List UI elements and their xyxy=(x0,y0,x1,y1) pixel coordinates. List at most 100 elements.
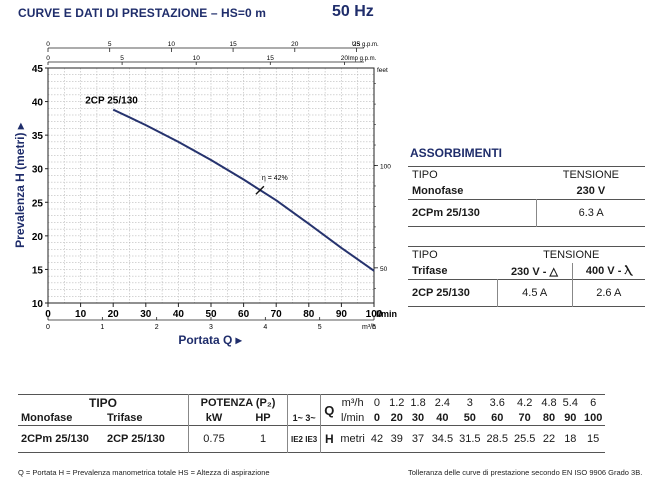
y-tick-label: 20 xyxy=(32,232,44,243)
metri-label: metri xyxy=(340,433,365,445)
m3h-tick-label: 4 xyxy=(263,324,267,331)
m3h-val: 5.4 xyxy=(562,396,578,409)
feet-unit-label: feet xyxy=(377,67,388,74)
x-tick-label: 50 xyxy=(205,309,217,320)
voltage-230: 230 V - △ xyxy=(510,265,558,278)
h-val: 25.5 xyxy=(513,433,536,445)
efficiency-marker xyxy=(255,185,265,195)
footer-legend: Q = Portata H = Prevalenza manometrica t… xyxy=(18,468,270,477)
m3h-tick-label: 6 xyxy=(372,324,376,331)
h-val: 28.5 xyxy=(486,433,508,445)
h-val: 37 xyxy=(411,433,425,445)
m3h-val: 2.4 xyxy=(434,396,451,409)
model-name: 2CP 25/130 xyxy=(412,287,470,299)
h-val: 42 xyxy=(370,433,384,445)
voltage-400: 400 V - Ⲗ xyxy=(571,263,645,280)
lmin-val: 100 xyxy=(583,411,603,424)
m3h-tick-label: 2 xyxy=(155,324,159,331)
lmin-val: 30 xyxy=(411,411,425,424)
model-mono: 2CPm 25/130 xyxy=(21,433,89,445)
m3h-val: 3.6 xyxy=(489,396,505,409)
x-tick-label: 0 xyxy=(45,309,51,320)
feet-tick-label: 50 xyxy=(380,266,388,273)
tipo-label: TIPO xyxy=(412,249,438,261)
y-tick-label: 40 xyxy=(32,98,44,109)
current-value: 6.3 A xyxy=(536,199,645,227)
x-tick-label: 20 xyxy=(108,309,120,320)
assorbimenti-title: ASSORBIMENTI xyxy=(410,146,503,160)
current-230: 4.5 A xyxy=(496,279,573,307)
tri-absorption-table: TIPO TENSIONE Trifase 230 V - △ 400 V - … xyxy=(408,246,645,307)
model-tri: 2CP 25/130 xyxy=(107,433,165,445)
feet-tick-label: 100 xyxy=(380,163,391,170)
lmin-val: 40 xyxy=(436,411,449,424)
y-tick-label: 15 xyxy=(32,265,44,276)
h-val: 31.5 xyxy=(459,433,481,445)
lmin-val: 60 xyxy=(491,411,504,424)
monofase-header: Monofase xyxy=(21,411,73,424)
ie-mono: IE2 xyxy=(291,434,304,444)
tensione-label: TENSIONE xyxy=(543,249,600,261)
page-title: CURVE E DATI DI PRESTAZIONE – HS=0 m xyxy=(18,6,266,20)
imp-tick-label: 15 xyxy=(267,55,275,62)
h-val: 22 xyxy=(542,433,556,445)
hp-header: HP xyxy=(255,411,271,424)
performance-table: TIPO POTENZA (P₂) Q m³/h 0 1.2 1.8 2.4 3… xyxy=(18,394,606,453)
h-val: 15 xyxy=(587,433,600,445)
us-tick-label: 25 xyxy=(353,41,361,48)
x-tick-label: 30 xyxy=(140,309,152,320)
x-tick-label: 100 xyxy=(366,309,383,320)
lmin-label: l/min xyxy=(341,411,365,424)
us-tick-label: 20 xyxy=(291,41,299,48)
m3h-tick-label: 1 xyxy=(100,324,104,331)
m3h-val: 6 xyxy=(590,396,597,409)
x-tick-label: 80 xyxy=(303,309,315,320)
kw-value: 0.75 xyxy=(188,425,239,453)
us-tick-label: 10 xyxy=(168,41,176,48)
us-tick-label: 0 xyxy=(46,41,50,48)
x-tick-label: 40 xyxy=(173,309,185,320)
m3h-val: 1.8 xyxy=(410,396,426,409)
x-unit-label: l/min xyxy=(376,309,397,319)
frequency-label: 50 Hz xyxy=(332,3,374,20)
imp-unit-label: Imp g.p.m. xyxy=(348,56,377,62)
lmin-val: 90 xyxy=(564,411,577,424)
type-name: Trifase xyxy=(412,265,448,277)
kw-header: kW xyxy=(188,410,239,426)
us-unit-label: US g.p.m. xyxy=(352,42,379,48)
lmin-val: 80 xyxy=(542,411,556,424)
imp-tick-label: 10 xyxy=(193,55,201,62)
mono-absorption-table: TIPO TENSIONE Monofase 230 V 2CPm 25/130… xyxy=(408,166,645,227)
curve-label: 2CP 25/130 xyxy=(85,96,138,107)
us-tick-label: 5 xyxy=(108,41,112,48)
h-val: 18 xyxy=(564,433,577,445)
imp-tick-label: 5 xyxy=(120,55,124,62)
model-name: 2CPm 25/130 xyxy=(412,207,480,219)
y-tick-label: 35 xyxy=(32,131,44,142)
efficiency-label: η = 42% xyxy=(262,175,288,182)
m3h-label: m³/h xyxy=(341,396,364,409)
tensione-label: TENSIONE xyxy=(562,169,619,181)
h-val: 34.5 xyxy=(431,433,454,445)
potenza-header: POTENZA (P₂) xyxy=(188,394,288,410)
type-name: Monofase xyxy=(412,185,464,197)
y-tick-label: 30 xyxy=(32,165,44,176)
m3h-val: 1.2 xyxy=(389,396,405,409)
current-400: 2.6 A xyxy=(571,279,645,307)
m3h-val: 4.2 xyxy=(517,396,533,409)
x-axis-title: Portata Q ▸ xyxy=(178,333,242,347)
trifase-header: Trifase xyxy=(107,411,143,424)
m3h-val: 4.8 xyxy=(541,396,557,409)
x-tick-label: 70 xyxy=(271,309,283,320)
y-tick-label: 10 xyxy=(32,299,44,310)
m3h-val: 3 xyxy=(466,396,473,409)
phase-header: 1~ 3~ xyxy=(286,410,321,426)
performance-curve xyxy=(112,108,375,272)
tipo-label: TIPO xyxy=(412,169,438,181)
ie-tri: IE3 xyxy=(305,434,318,444)
y-tick-label: 45 xyxy=(32,64,44,75)
tipo-header: TIPO xyxy=(88,395,117,410)
voltage-value: 230 V xyxy=(576,185,606,197)
lmin-val: 0 xyxy=(373,411,381,424)
